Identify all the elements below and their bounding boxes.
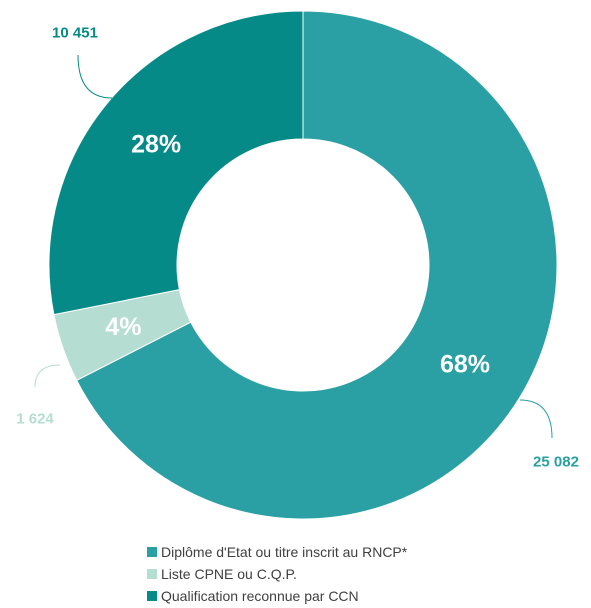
legend-swatch bbox=[147, 569, 157, 579]
donut-slice bbox=[75, 10, 558, 520]
percent-label: 68% bbox=[440, 350, 490, 378]
legend-label: Liste CPNE ou C.Q.P. bbox=[161, 566, 297, 582]
value-label: 1 624 bbox=[16, 411, 54, 428]
legend-item: Qualification reconnue par CCN bbox=[147, 585, 407, 607]
donut-chart: 68% 25 082 4% 1 624 28% 10 451 bbox=[16, 10, 579, 520]
callout-line bbox=[77, 54, 113, 99]
callout-line bbox=[519, 399, 553, 439]
legend-swatch bbox=[147, 591, 157, 601]
callout-line bbox=[34, 364, 61, 388]
legend-label: Diplôme d'Etat ou titre inscrit au RNCP* bbox=[161, 544, 408, 560]
legend-item: Diplôme d'Etat ou titre inscrit au RNCP* bbox=[147, 541, 407, 563]
value-label: 25 082 bbox=[533, 454, 579, 471]
percent-label: 28% bbox=[131, 130, 181, 158]
donut-slice bbox=[48, 10, 304, 316]
legend-label: Qualification reconnue par CCN bbox=[161, 588, 359, 604]
legend-item: Liste CPNE ou C.Q.P. bbox=[147, 563, 407, 585]
value-label: 10 451 bbox=[52, 25, 98, 42]
percent-label: 4% bbox=[105, 313, 141, 341]
legend-swatch bbox=[147, 547, 157, 557]
legend: Diplôme d'Etat ou titre inscrit au RNCP*… bbox=[147, 541, 407, 607]
